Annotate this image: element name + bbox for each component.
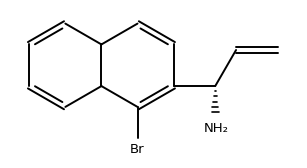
Text: NH₂: NH₂	[204, 122, 229, 135]
Text: Br: Br	[130, 143, 145, 156]
